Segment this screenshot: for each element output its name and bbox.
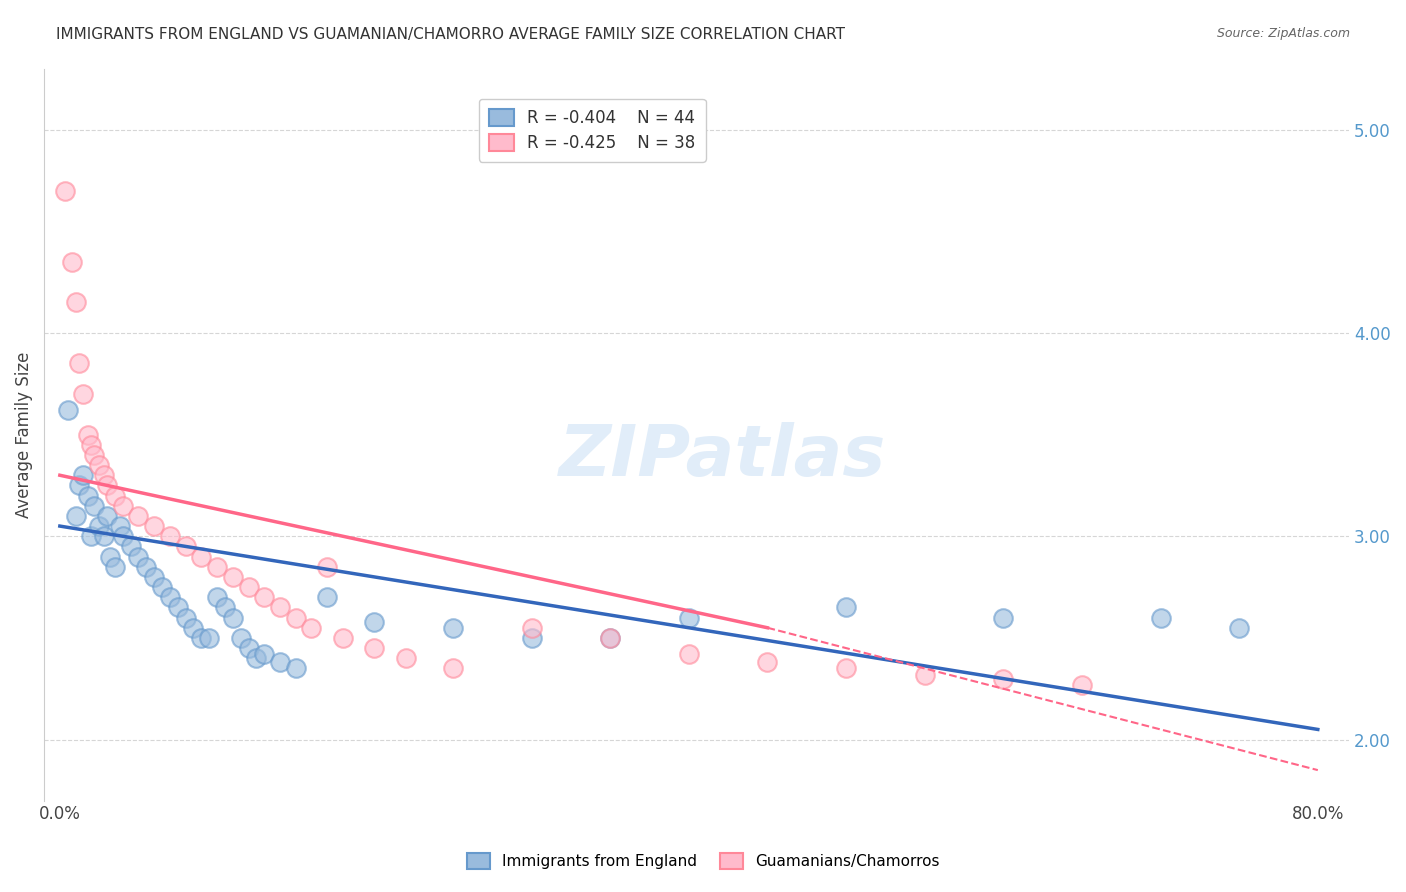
Point bbox=[316, 559, 339, 574]
Point bbox=[67, 356, 90, 370]
Point bbox=[65, 508, 87, 523]
Point bbox=[301, 621, 323, 635]
Point bbox=[83, 448, 105, 462]
Point bbox=[214, 600, 236, 615]
Point bbox=[150, 580, 173, 594]
Point bbox=[83, 499, 105, 513]
Point bbox=[93, 529, 115, 543]
Point bbox=[159, 591, 181, 605]
Point bbox=[72, 468, 94, 483]
Point bbox=[253, 591, 276, 605]
Point bbox=[1071, 678, 1094, 692]
Point bbox=[269, 656, 291, 670]
Point bbox=[190, 631, 212, 645]
Point bbox=[127, 549, 149, 564]
Point bbox=[222, 610, 245, 624]
Point bbox=[835, 661, 858, 675]
Point bbox=[993, 610, 1015, 624]
Point bbox=[111, 529, 134, 543]
Legend: Immigrants from England, Guamanians/Chamorros: Immigrants from England, Guamanians/Cham… bbox=[461, 847, 945, 875]
Point bbox=[96, 508, 118, 523]
Point bbox=[1149, 610, 1171, 624]
Point bbox=[190, 549, 212, 564]
Point bbox=[183, 621, 205, 635]
Point bbox=[678, 647, 700, 661]
Point bbox=[77, 427, 100, 442]
Point bbox=[363, 641, 385, 656]
Point bbox=[96, 478, 118, 492]
Text: ZIPatlas: ZIPatlas bbox=[560, 422, 886, 491]
Point bbox=[56, 403, 79, 417]
Point bbox=[520, 631, 543, 645]
Point bbox=[756, 656, 779, 670]
Text: IMMIGRANTS FROM ENGLAND VS GUAMANIAN/CHAMORRO AVERAGE FAMILY SIZE CORRELATION CH: IMMIGRANTS FROM ENGLAND VS GUAMANIAN/CHA… bbox=[56, 27, 845, 42]
Point bbox=[332, 631, 354, 645]
Point bbox=[53, 184, 76, 198]
Point bbox=[104, 559, 127, 574]
Point bbox=[62, 254, 84, 268]
Point bbox=[174, 540, 197, 554]
Point bbox=[253, 647, 276, 661]
Point bbox=[72, 387, 94, 401]
Point bbox=[135, 559, 157, 574]
Legend: R = -0.404    N = 44, R = -0.425    N = 38: R = -0.404 N = 44, R = -0.425 N = 38 bbox=[479, 99, 706, 161]
Point bbox=[65, 295, 87, 310]
Point bbox=[80, 529, 103, 543]
Point bbox=[98, 549, 121, 564]
Point bbox=[198, 631, 221, 645]
Point bbox=[108, 519, 131, 533]
Point bbox=[143, 570, 166, 584]
Point bbox=[284, 610, 307, 624]
Point bbox=[127, 508, 149, 523]
Point bbox=[269, 600, 291, 615]
Point bbox=[245, 651, 267, 665]
Point bbox=[89, 458, 111, 472]
Point bbox=[67, 478, 90, 492]
Point bbox=[363, 615, 385, 629]
Point bbox=[174, 610, 197, 624]
Point bbox=[80, 438, 103, 452]
Point bbox=[143, 519, 166, 533]
Point bbox=[159, 529, 181, 543]
Point bbox=[395, 651, 418, 665]
Point bbox=[111, 499, 134, 513]
Point bbox=[599, 631, 621, 645]
Point bbox=[229, 631, 252, 645]
Point bbox=[120, 540, 142, 554]
Point bbox=[678, 610, 700, 624]
Point bbox=[284, 661, 307, 675]
Point bbox=[993, 672, 1015, 686]
Point bbox=[316, 591, 339, 605]
Point bbox=[238, 641, 260, 656]
Point bbox=[835, 600, 858, 615]
Y-axis label: Average Family Size: Average Family Size bbox=[15, 351, 32, 517]
Point bbox=[222, 570, 245, 584]
Point bbox=[441, 621, 464, 635]
Point bbox=[238, 580, 260, 594]
Point bbox=[104, 489, 127, 503]
Point bbox=[93, 468, 115, 483]
Text: Source: ZipAtlas.com: Source: ZipAtlas.com bbox=[1216, 27, 1350, 40]
Point bbox=[166, 600, 188, 615]
Point bbox=[441, 661, 464, 675]
Point bbox=[1227, 621, 1250, 635]
Point bbox=[89, 519, 111, 533]
Point bbox=[914, 667, 936, 681]
Point bbox=[205, 591, 228, 605]
Point bbox=[205, 559, 228, 574]
Point bbox=[77, 489, 100, 503]
Point bbox=[599, 631, 621, 645]
Point bbox=[520, 621, 543, 635]
